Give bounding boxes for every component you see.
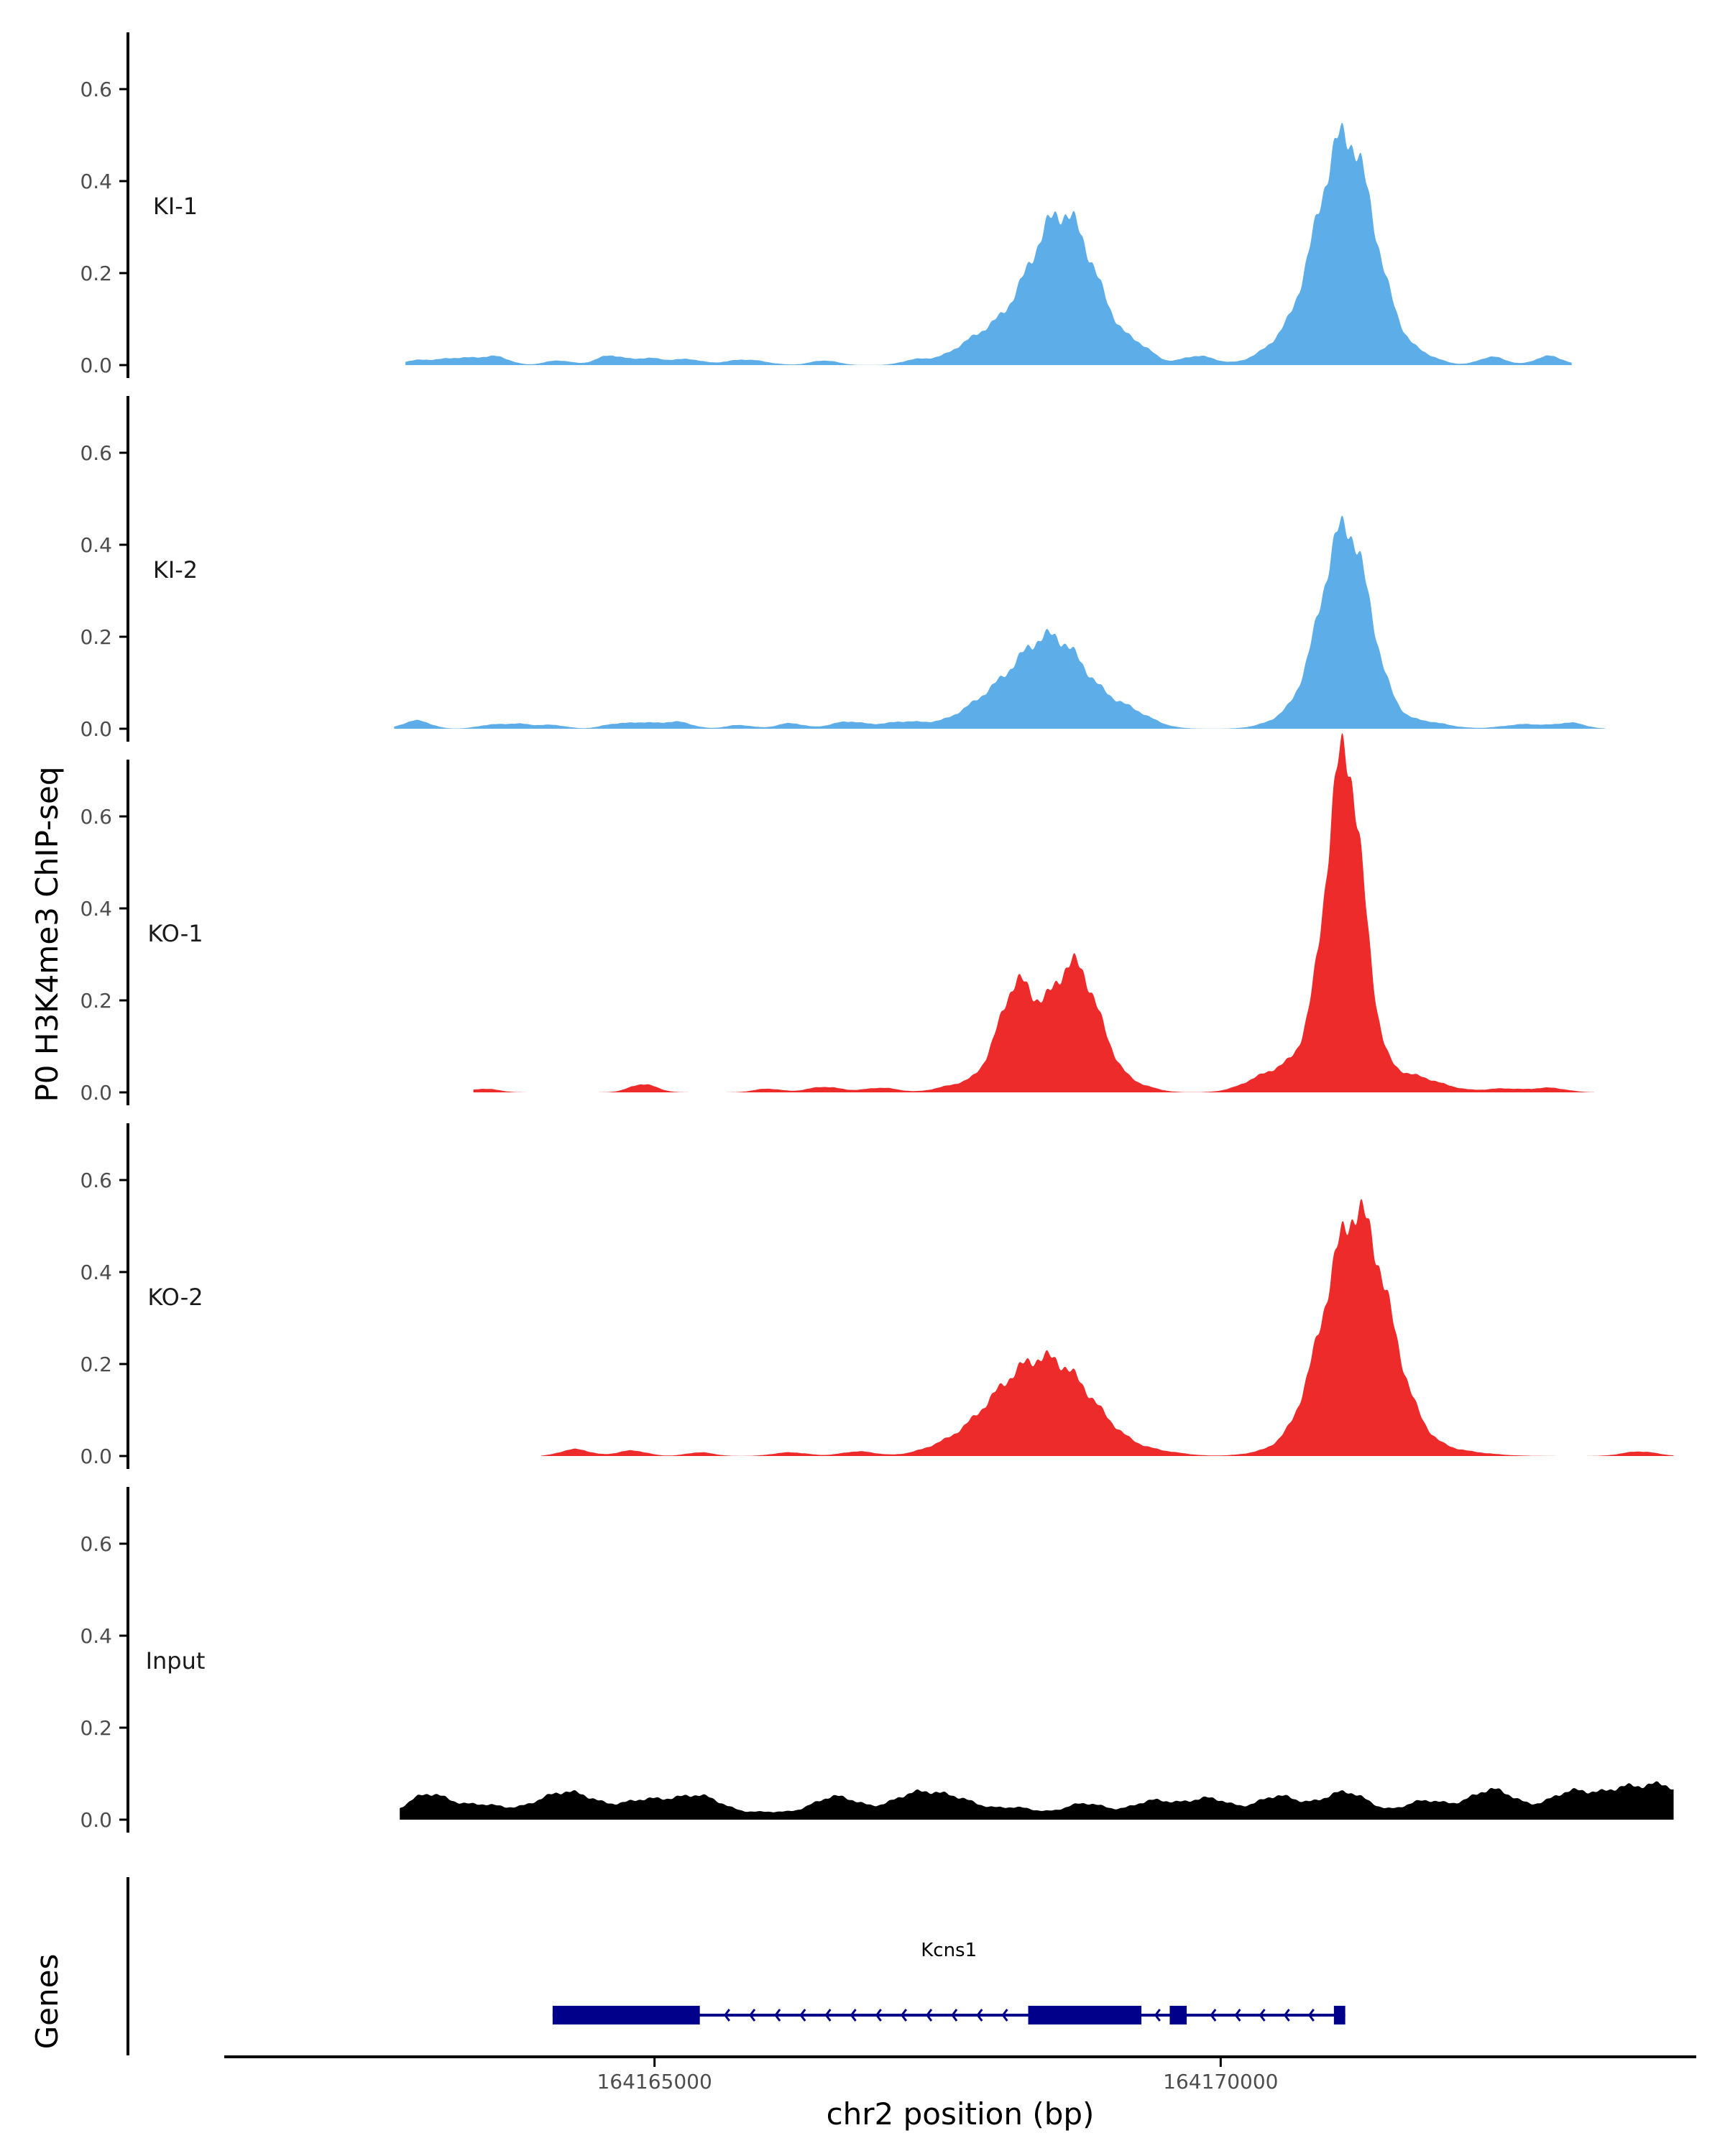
y-tick-label: 0.4 — [80, 1624, 112, 1648]
coverage-area-ki-2 — [394, 515, 1606, 729]
strand-arrow — [723, 2009, 731, 2022]
track-ko-2: 0.0 0.2 0.4 0.6 KO-2 — [80, 1123, 1674, 1469]
y-tick-label: 0.4 — [80, 897, 112, 921]
y-tick-label: 0.2 — [80, 625, 112, 649]
genes-panel: Kcns1 — [126, 1877, 1346, 2055]
coverage-area-input — [400, 1781, 1674, 1820]
y-tick-label: 0.4 — [80, 1261, 112, 1284]
y-tick-label: 0.6 — [80, 1169, 112, 1192]
y-tick-label: 0.0 — [80, 354, 112, 377]
gene-kcns1: Kcns1 — [552, 1940, 1346, 2024]
strand-arrow — [1283, 2009, 1290, 2022]
strand-arrow — [875, 2009, 882, 2022]
coverage-area-ki-1 — [405, 122, 1572, 365]
y-tick-label: 0.4 — [80, 533, 112, 557]
strand-arrow — [1001, 2009, 1008, 2022]
gene-exon — [552, 2006, 700, 2024]
strand-arrow — [749, 2009, 756, 2022]
y-tick-label: 0.2 — [80, 1716, 112, 1740]
strand-arrow — [824, 2009, 832, 2022]
tracks-layer: 0.00.20.40.6KI-10.00.20.40.6KI-20.00.20.… — [80, 32, 1674, 1833]
track-input: 0.0 0.2 0.4 0.6 Input — [80, 1487, 1674, 1833]
y-tick-label: 0.2 — [80, 262, 112, 285]
track-label-input: Input — [146, 1647, 206, 1674]
strand-arrow — [976, 2009, 983, 2022]
y-tick-label: 0.4 — [80, 170, 112, 193]
y-tick-label: 0.0 — [80, 1081, 112, 1105]
strand-arrow — [900, 2009, 908, 2022]
strand-arrow — [850, 2009, 857, 2022]
y-tick-label: 0.6 — [80, 441, 112, 465]
strand-arrow — [1259, 2009, 1266, 2022]
gene-exon — [1169, 2006, 1187, 2024]
x-tick-label: 164170000 — [1163, 2070, 1278, 2093]
genes-panel-title: Genes — [29, 1954, 65, 2050]
strand-arrow — [1154, 2009, 1161, 2022]
x-axis: 164165000 164170000 — [224, 2055, 1696, 2093]
track-label-ko-2: KO-2 — [147, 1284, 203, 1311]
y-tick-label: 0.6 — [80, 78, 112, 101]
gene-exon — [1333, 2006, 1346, 2024]
y-tick-label: 0.6 — [80, 805, 112, 829]
y-tick-label: 0.0 — [80, 1808, 112, 1832]
y-tick-label: 0.0 — [80, 1445, 112, 1468]
coverage-area-ko-1 — [473, 733, 1595, 1092]
track-label-ki-1: KI-1 — [153, 193, 198, 220]
y-tick-label: 0.6 — [80, 1532, 112, 1556]
y-tick-label: 0.0 — [80, 717, 112, 741]
track-label-ko-1: KO-1 — [147, 920, 203, 947]
x-tick-label: 164165000 — [597, 2070, 712, 2093]
strand-arrow — [926, 2009, 933, 2022]
x-axis-title: chr2 position (bp) — [827, 2096, 1095, 2132]
gene-name-label: Kcns1 — [921, 1940, 977, 1961]
track-label-ki-2: KI-2 — [153, 556, 198, 584]
y-axis-title: P0 H3K4me3 ChIP-seq — [29, 766, 65, 1102]
strand-arrow — [1210, 2009, 1217, 2022]
strand-arrow — [1307, 2009, 1315, 2022]
strand-arrow — [774, 2009, 781, 2022]
y-tick-label: 0.2 — [80, 989, 112, 1013]
track-ko-1: 0.0 0.2 0.4 0.6 KO-1 — [80, 733, 1595, 1105]
strand-arrow — [799, 2009, 806, 2022]
strand-arrow — [951, 2009, 958, 2022]
gene-exon — [1028, 2006, 1142, 2024]
track-ki-2: 0.0 0.2 0.4 0.6 KI-2 — [80, 396, 1606, 742]
y-tick-label: 0.2 — [80, 1353, 112, 1376]
coverage-area-ko-2 — [541, 1199, 1674, 1456]
strand-arrow — [1234, 2009, 1241, 2022]
track-ki-1: 0.0 0.2 0.4 0.6 KI-1 — [80, 32, 1572, 378]
